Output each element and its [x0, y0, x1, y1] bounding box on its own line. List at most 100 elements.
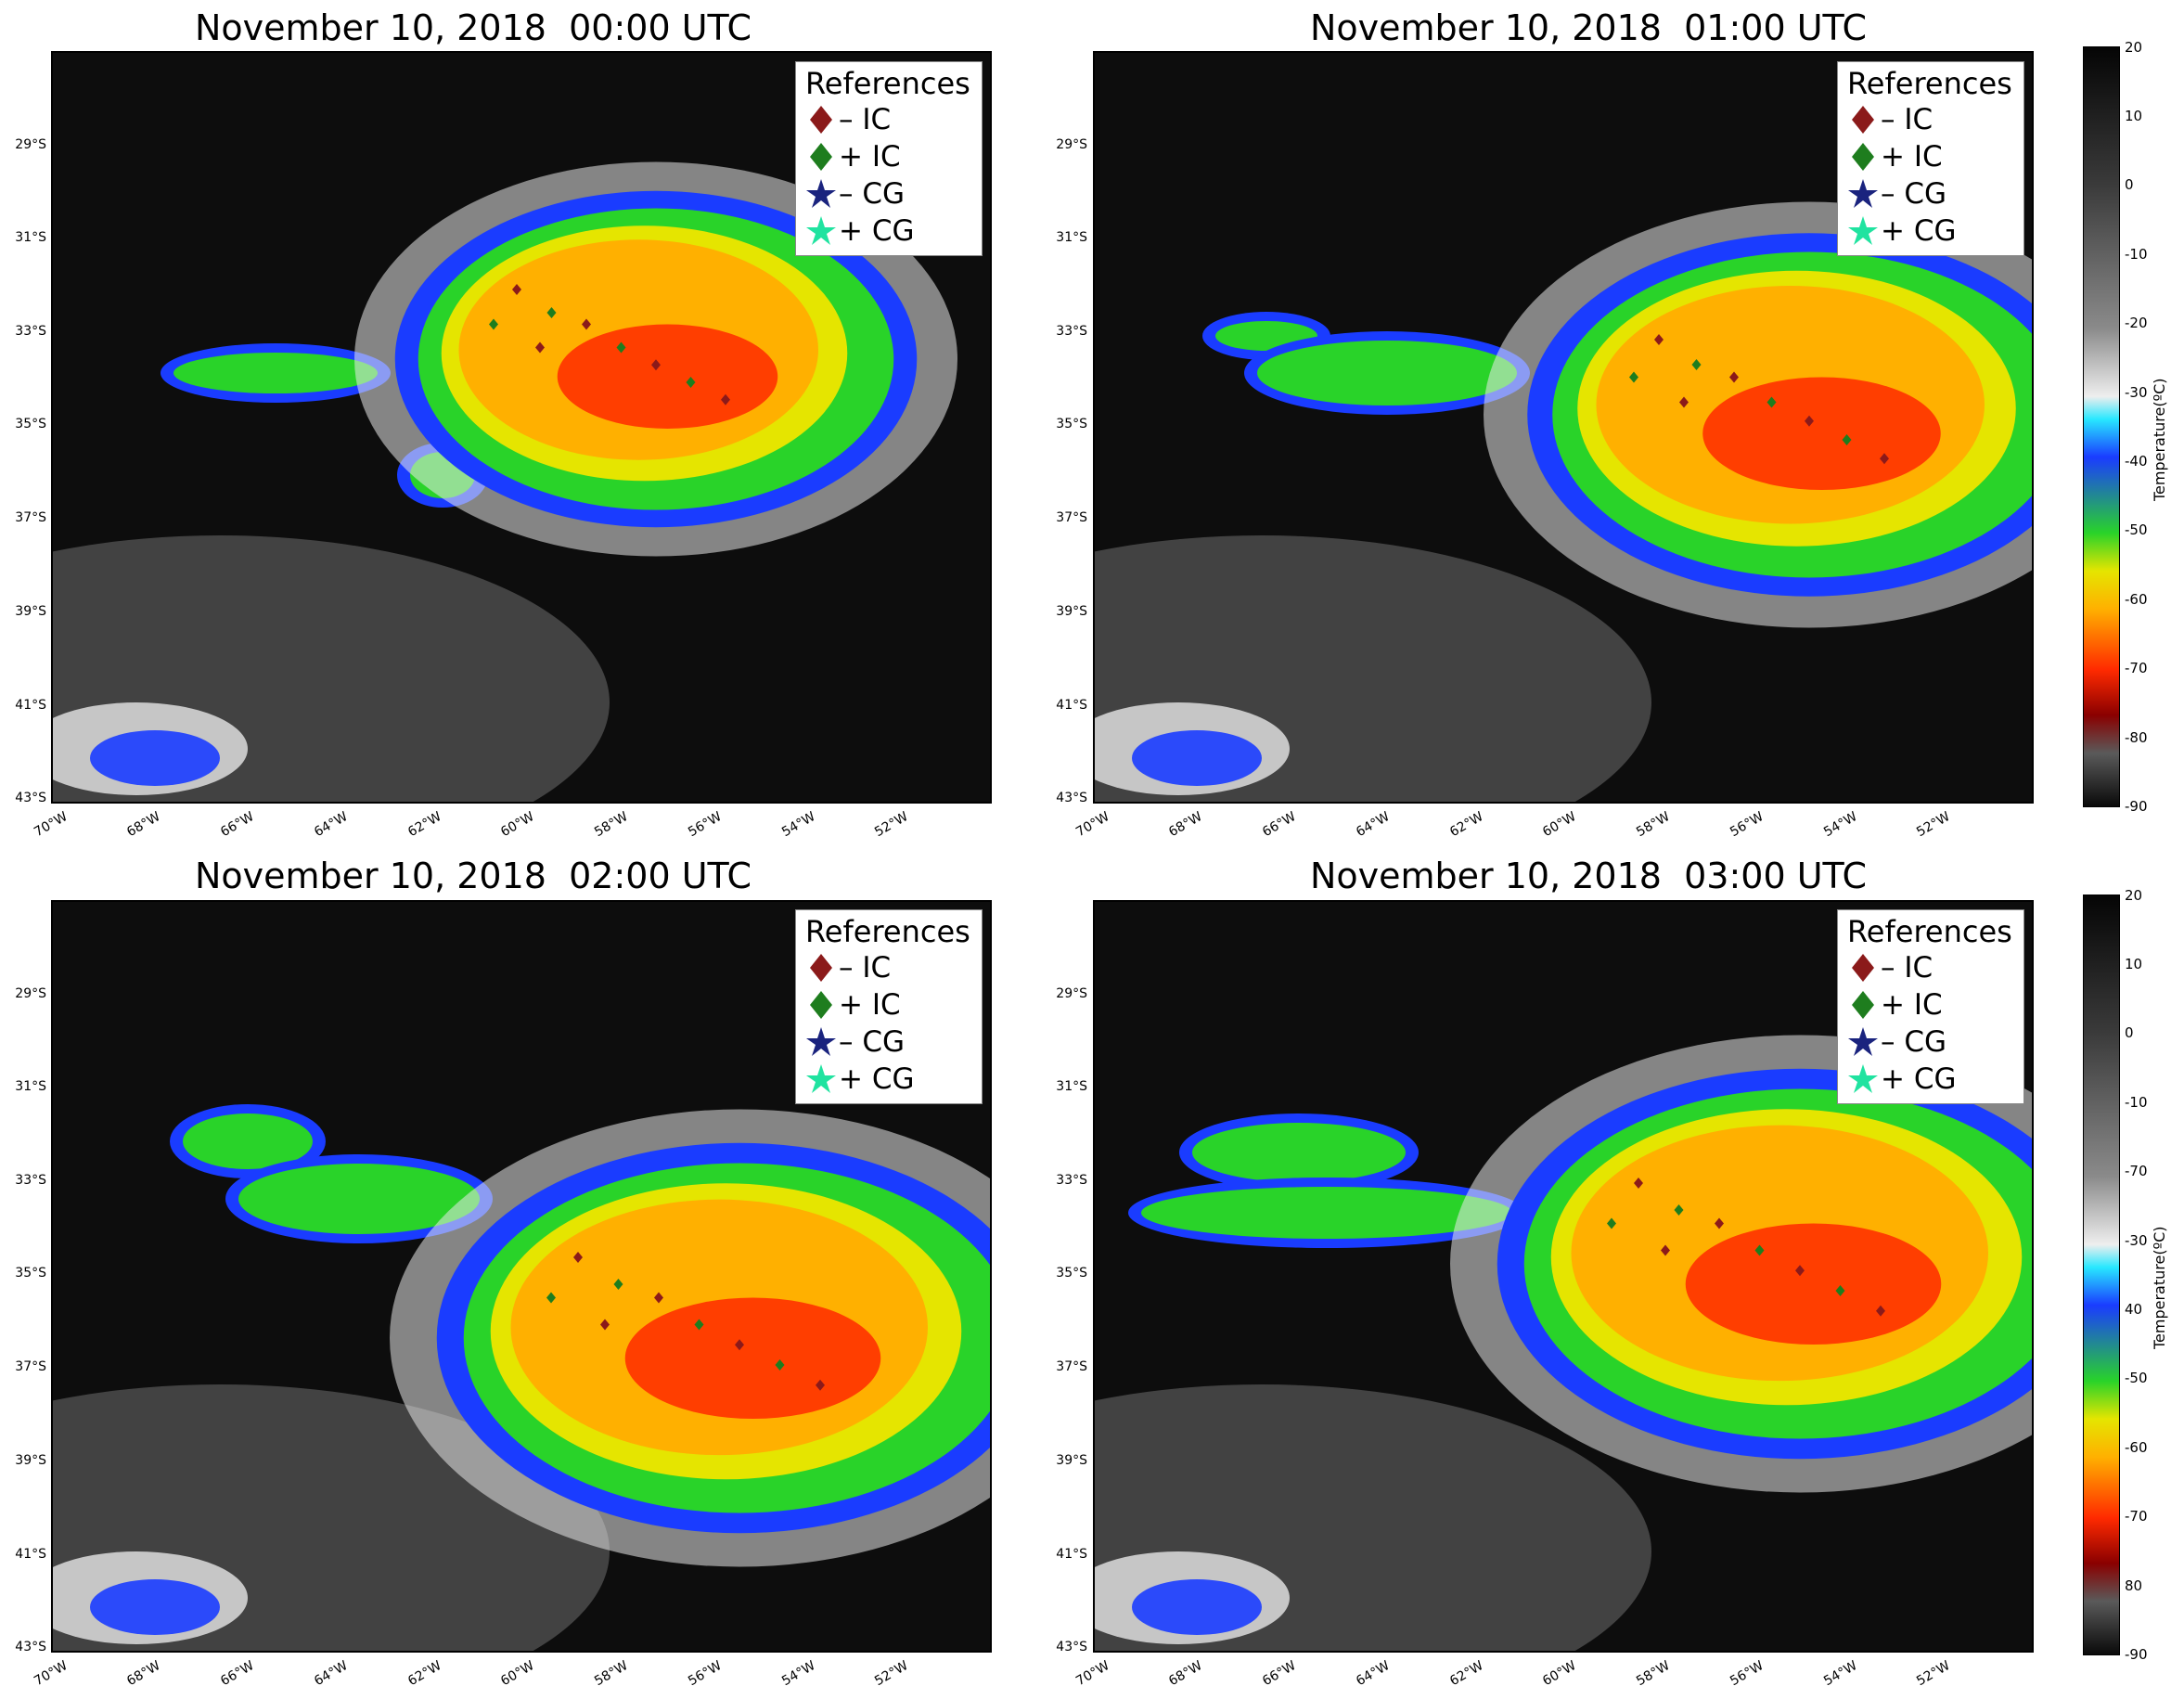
lightning-marker [573, 1252, 583, 1263]
lon-tick: 64°W [1354, 1658, 1393, 1690]
lat-tick: 39°S [15, 1453, 46, 1468]
lon-tick: 66°W [1260, 1658, 1299, 1690]
lightning-marker [1880, 453, 1889, 465]
panel-title: November 10, 2018 01:00 UTC [1309, 7, 1868, 48]
legend: References – IC + IC – CG + CG [795, 909, 983, 1104]
colorbar-tick: 0 [2125, 1024, 2134, 1041]
cloud-region [1141, 1187, 1512, 1239]
lightning-marker [600, 1319, 610, 1331]
lightning-marker [694, 1319, 704, 1331]
lat-tick: 35°S [15, 417, 46, 431]
lon-tick: 60°W [1540, 809, 1579, 841]
lon-tick: 56°W [686, 1658, 725, 1690]
lightning-marker [1729, 371, 1739, 383]
lat-tick: 43°S [1056, 1640, 1087, 1654]
cloud-region [1192, 1123, 1406, 1182]
lon-tick: 54°W [1821, 1658, 1860, 1690]
colorbar-tick: -60 [2125, 591, 2148, 608]
lon-tick: 68°W [1166, 809, 1205, 841]
lon-tick: 54°W [779, 1658, 818, 1690]
lon-tick: 68°W [124, 809, 163, 841]
legend-item: + CG [805, 212, 972, 250]
colorbar-tick: -40 [2125, 453, 2148, 470]
lightning-marker [546, 1292, 556, 1304]
lon-tick: 58°W [592, 809, 631, 841]
colorbar-label: Temperature(ºC) [2151, 378, 2168, 501]
lon-tick: 52°W [1914, 809, 1953, 841]
legend-title: References [805, 66, 970, 101]
lightning-marker [654, 1292, 663, 1304]
legend-item: + IC [805, 986, 972, 1023]
colorbar-tick: -80 [2125, 729, 2148, 746]
satellite-map [1093, 51, 2034, 804]
lightning-marker [613, 1279, 623, 1290]
lightning-marker [1795, 1265, 1805, 1277]
colorbar-tick: 80 [2125, 1577, 2143, 1594]
colorbar-tick: -70 [2125, 1163, 2148, 1179]
lon-tick: 54°W [1821, 809, 1860, 841]
lat-tick: 33°S [15, 324, 46, 339]
lightning-marker [1661, 1244, 1670, 1256]
lat-tick: 41°S [1056, 1547, 1087, 1562]
lightning-marker [686, 377, 696, 388]
lightning-marker [1607, 1217, 1616, 1229]
lightning-marker [546, 307, 557, 318]
lat-tick: 29°S [1056, 137, 1087, 152]
lightning-marker [1842, 434, 1852, 445]
lon-tick: 58°W [1634, 1658, 1673, 1690]
colorbar-gradient [2083, 895, 2120, 1655]
lon-tick: 66°W [1260, 809, 1299, 841]
lat-tick: 43°S [15, 1640, 46, 1654]
legend-item: + IC [805, 138, 972, 175]
lon-tick: 62°W [1447, 809, 1486, 841]
colorbar-tick: 20 [2125, 39, 2143, 56]
colorbar-tick: 0 [2125, 176, 2134, 193]
lat-tick: 29°S [1056, 986, 1087, 1001]
colorbar-gradient [2083, 46, 2120, 807]
lon-tick: 66°W [218, 1658, 257, 1690]
legend: References – IC + IC – CG + CG [1837, 909, 2024, 1104]
lightning-marker [512, 284, 521, 295]
lon-tick: 66°W [218, 809, 257, 841]
legend-item: – IC [1847, 949, 2014, 986]
legend-title: References [1847, 914, 2012, 949]
lightning-marker [1654, 334, 1664, 345]
lat-tick: 37°S [15, 1359, 46, 1374]
legend-item: + IC [1847, 138, 2014, 175]
colorbar-tick: -10 [2125, 246, 2148, 263]
legend: References – IC + IC – CG + CG [1837, 61, 2024, 256]
lat-tick: 37°S [1056, 510, 1087, 525]
lat-tick: 31°S [15, 1079, 46, 1094]
colorbar-tick: 10 [2125, 108, 2143, 124]
panel-title: November 10, 2018 03:00 UTC [1309, 856, 1868, 896]
lightning-marker [1629, 371, 1638, 383]
lightning-marker [1715, 1217, 1724, 1229]
lon-tick: 54°W [779, 809, 818, 841]
lat-tick: 35°S [15, 1266, 46, 1281]
lightning-marker [1805, 415, 1814, 427]
lon-tick: 70°W [1073, 1658, 1112, 1690]
legend-item: – IC [805, 949, 972, 986]
cloud-region [183, 1113, 313, 1169]
cloud-region [624, 1297, 881, 1419]
lon-tick: 60°W [498, 809, 537, 841]
lon-tick: 60°W [498, 1658, 537, 1690]
cloud-region [173, 353, 378, 393]
lon-tick: 62°W [405, 809, 444, 841]
colorbar-tick: -20 [2125, 315, 2148, 331]
lat-tick: 43°S [1056, 791, 1087, 805]
satellite-map [1093, 900, 2034, 1653]
legend-title: References [1847, 66, 2012, 101]
lightning-marker [775, 1359, 785, 1371]
cloud-region [1685, 1223, 1942, 1345]
panel-title: November 10, 2018 02:00 UTC [194, 856, 752, 896]
colorbar-tick: -60 [2125, 1439, 2148, 1456]
lon-tick: 52°W [872, 809, 911, 841]
lon-tick: 62°W [405, 1658, 444, 1690]
lat-tick: 39°S [1056, 1453, 1087, 1468]
colorbar-tick: -70 [2125, 660, 2148, 676]
colorbar-tick: 40 [2125, 1301, 2143, 1318]
lon-tick: 58°W [1634, 809, 1673, 841]
lon-tick: 70°W [32, 1658, 71, 1690]
lon-tick: 62°W [1447, 1658, 1486, 1690]
